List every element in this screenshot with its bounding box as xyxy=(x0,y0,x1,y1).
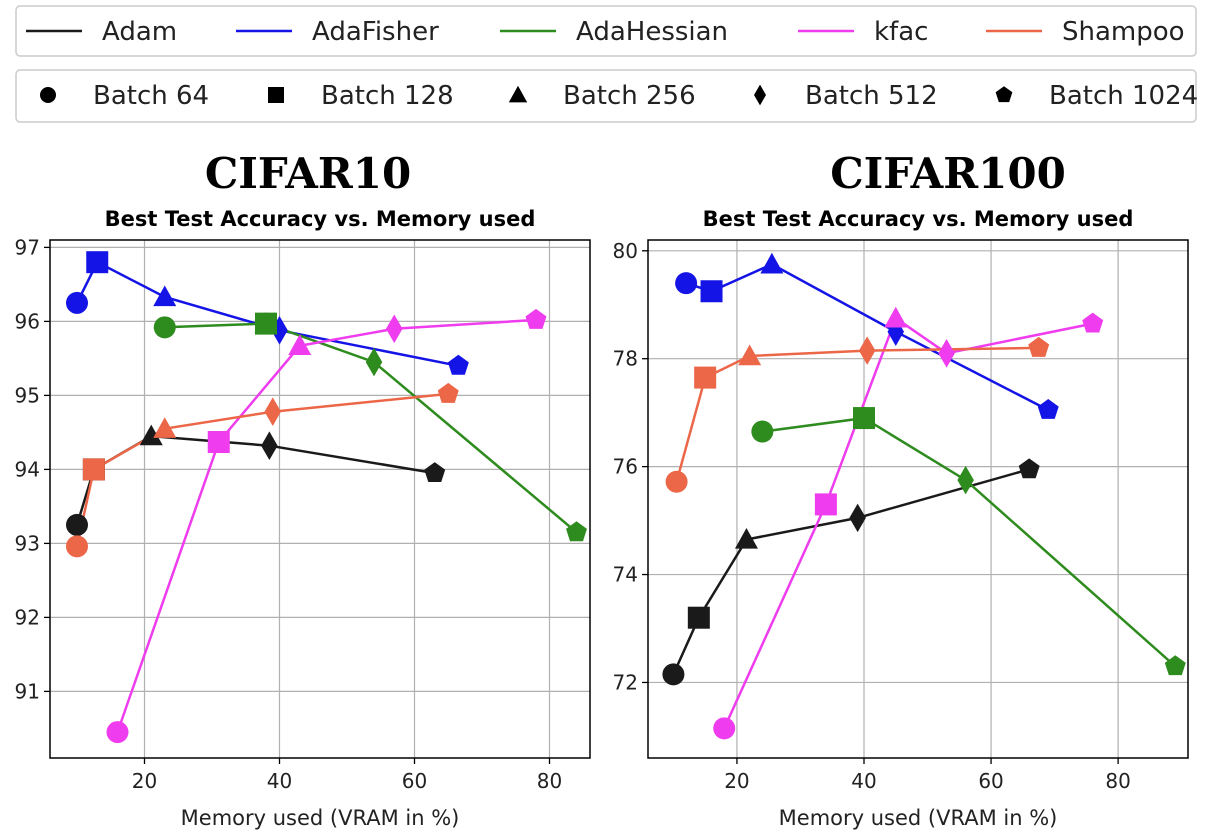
legend-label-batch: Batch 512 xyxy=(805,81,938,111)
dataset-title-cifar10: CIFAR10 xyxy=(205,149,411,198)
data-point-shampoo xyxy=(82,458,105,481)
data-point-adahessian xyxy=(751,420,774,443)
data-point-adahessian xyxy=(153,316,176,339)
pentagon-legend-marker xyxy=(995,86,1013,103)
data-point-adam xyxy=(66,513,88,536)
data-point-adafisher xyxy=(1037,398,1059,419)
data-point-shampoo xyxy=(694,366,717,389)
data-point-adahessian xyxy=(365,347,383,377)
y-tick-label: 92 xyxy=(15,605,40,629)
data-point-adafisher xyxy=(447,354,469,375)
data-point-adafisher xyxy=(153,285,177,307)
y-tick-label: 78 xyxy=(613,347,638,371)
data-point-shampoo xyxy=(738,344,762,366)
axes-frame xyxy=(647,239,1189,759)
data-point-shampoo xyxy=(264,397,281,426)
data-point-kfac xyxy=(814,493,837,516)
data-point-adahessian xyxy=(254,312,278,333)
circle-legend-marker xyxy=(40,87,56,103)
x-tick-label: 60 xyxy=(402,769,427,793)
x-tick-label: 20 xyxy=(132,769,157,793)
y-tick-label: 91 xyxy=(15,679,40,703)
optimizer-legend: Adam AdaFisher AdaHessian kfac Shampoo xyxy=(15,5,1197,57)
data-point-shampoo xyxy=(858,336,876,365)
series-line-adam xyxy=(672,468,1030,675)
data-point-adafisher xyxy=(760,252,784,274)
x-tick-label: 80 xyxy=(1105,769,1130,793)
plot-title: Best Test Accuracy vs. Memory used xyxy=(105,207,536,231)
x-tick-label: 20 xyxy=(724,769,749,793)
y-tick-label: 93 xyxy=(15,531,40,555)
y-tick-label: 80 xyxy=(613,239,638,263)
data-point-adam xyxy=(662,663,685,686)
diamond-legend-marker xyxy=(754,84,766,106)
y-tick-label: 96 xyxy=(15,309,40,333)
x-tick-label: 40 xyxy=(267,769,292,793)
x-tick-label: 40 xyxy=(851,769,876,793)
plot-cifar10: Best Test Accuracy vs. Memory used Memor… xyxy=(15,207,591,830)
data-point-adam xyxy=(849,503,866,533)
x-tick-label: 60 xyxy=(978,769,1003,793)
data-point-adam xyxy=(687,606,710,629)
series-line-adahessian xyxy=(762,416,1177,668)
data-point-shampoo xyxy=(66,535,88,558)
data-point-shampoo xyxy=(665,470,688,493)
data-point-adahessian xyxy=(852,406,876,428)
series-line-kfac xyxy=(723,316,1093,729)
data-point-shampoo xyxy=(437,382,459,403)
data-point-adafisher xyxy=(675,272,698,295)
data-point-kfac xyxy=(106,721,129,744)
x-axis-label: Memory used (VRAM in %) xyxy=(779,806,1058,830)
data-point-kfac xyxy=(938,339,955,368)
data-point-adahessian xyxy=(1164,655,1186,676)
legend-label-adahessian: AdaHessian xyxy=(576,17,728,47)
series-line-shampoo xyxy=(75,392,449,547)
legend-label-batch: Batch 256 xyxy=(563,81,696,111)
data-point-adafisher xyxy=(86,251,109,274)
data-point-adafisher xyxy=(700,280,723,303)
legend-label-shampoo: Shampoo xyxy=(1062,17,1185,47)
data-point-kfac xyxy=(207,431,230,454)
y-tick-label: 74 xyxy=(613,563,638,587)
plot-cifar100: Best Test Accuracy vs. Memory used Memor… xyxy=(613,207,1189,830)
data-point-shampoo xyxy=(1028,336,1050,357)
legend-label-adam: Adam xyxy=(102,17,177,47)
legend-label-kfac: kfac xyxy=(874,17,928,47)
triangle-legend-marker xyxy=(508,85,528,103)
series-line-kfac xyxy=(116,318,537,733)
y-tick-label: 97 xyxy=(15,235,40,259)
data-point-adafisher xyxy=(66,291,88,314)
y-tick-label: 76 xyxy=(613,455,638,479)
axes-frame xyxy=(49,239,591,759)
x-tick-label: 80 xyxy=(537,769,562,793)
data-point-shampoo xyxy=(153,417,177,438)
plot-title: Best Test Accuracy vs. Memory used xyxy=(703,207,1134,231)
square-legend-marker xyxy=(268,87,284,103)
legend-label-batch: Batch 128 xyxy=(321,81,454,111)
data-point-kfac xyxy=(713,717,736,740)
data-point-kfac xyxy=(525,308,547,329)
data-point-kfac xyxy=(288,334,312,356)
data-point-kfac xyxy=(884,306,908,328)
data-point-adam xyxy=(734,527,758,549)
data-point-adahessian xyxy=(566,521,587,542)
legend-label-adafisher: AdaFisher xyxy=(312,17,439,47)
data-point-adahessian xyxy=(957,465,974,495)
data-point-adam xyxy=(139,424,163,446)
x-axis-label: Memory used (VRAM in %) xyxy=(181,806,460,830)
data-point-kfac xyxy=(386,314,403,344)
data-point-adam xyxy=(424,462,446,482)
data-point-adam xyxy=(261,431,278,461)
data-point-adam xyxy=(1018,458,1040,479)
legend-label-batch: Batch 64 xyxy=(93,81,209,111)
dataset-title-cifar100: CIFAR100 xyxy=(830,149,1066,198)
legend-label-batch: Batch 1024 xyxy=(1049,81,1198,111)
y-tick-label: 72 xyxy=(613,670,638,694)
data-point-kfac xyxy=(1082,312,1104,333)
y-tick-label: 94 xyxy=(15,457,40,481)
y-tick-label: 95 xyxy=(15,383,40,407)
batch-legend: Batch 64 Batch 128 Batch 256 Batch 512 Batch… xyxy=(15,69,1198,123)
